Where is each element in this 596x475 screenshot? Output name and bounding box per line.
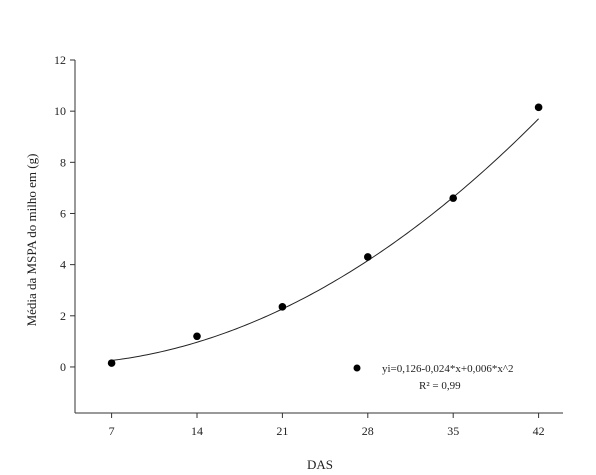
x-tick-label: 35 bbox=[447, 424, 459, 438]
axes-layer bbox=[70, 59, 563, 418]
y-tick-label: 4 bbox=[60, 258, 66, 272]
x-tick-label: 7 bbox=[109, 424, 115, 438]
points-layer bbox=[107, 103, 543, 367]
data-point bbox=[364, 253, 372, 261]
tick-labels: 0 2 4 6 8 10 12 7 14 21 28 35 42 bbox=[54, 53, 545, 438]
data-point bbox=[278, 303, 287, 311]
data-point bbox=[107, 359, 116, 367]
x-tick-label: 28 bbox=[362, 424, 374, 438]
x-axis-title: DAS bbox=[307, 457, 333, 472]
y-tick-label: 6 bbox=[60, 206, 66, 220]
data-point bbox=[534, 103, 543, 112]
x-tick-label: 42 bbox=[533, 424, 545, 438]
y-axis-title: Média da MSPA do milho em (g) bbox=[24, 154, 39, 327]
x-tick-label: 21 bbox=[276, 424, 288, 438]
x-tick-label: 14 bbox=[191, 424, 203, 438]
y-tick-label: 2 bbox=[60, 309, 66, 323]
data-point bbox=[193, 332, 201, 341]
legend-marker bbox=[353, 364, 361, 372]
trend-line bbox=[111, 118, 539, 362]
legend-equation: yi=0,126-0,024*x+0,006*x^2 bbox=[382, 363, 514, 375]
y-tick-label: 12 bbox=[54, 53, 66, 67]
legend: yi=0,126-0,024*x+0,006*x^2 R² = 0,99 bbox=[353, 363, 514, 392]
data-point bbox=[449, 194, 458, 202]
y-tick-label: 10 bbox=[54, 104, 66, 118]
legend-r2: R² = 0,99 bbox=[419, 380, 461, 392]
y-tick-label: 0 bbox=[60, 360, 66, 374]
y-tick-label: 8 bbox=[60, 155, 66, 169]
